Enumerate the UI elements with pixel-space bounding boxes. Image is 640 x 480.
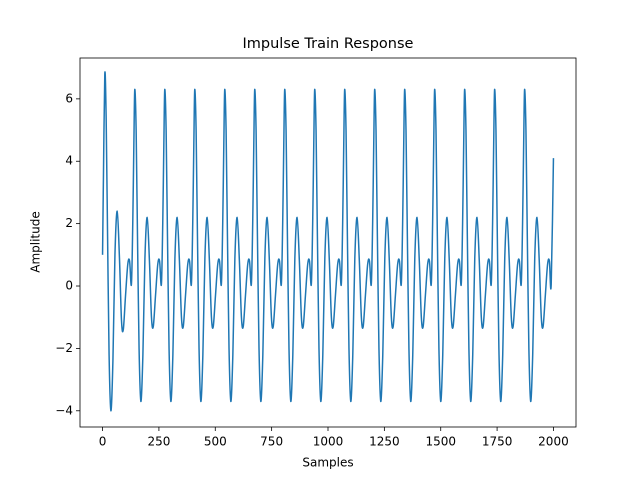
x-tick-label: 1000: [313, 435, 344, 449]
x-tick-label: 1500: [425, 435, 456, 449]
x-tick-label: 1750: [482, 435, 513, 449]
y-axis-label: Amplitude: [29, 211, 43, 273]
x-axis-label: Samples: [302, 456, 353, 470]
x-tick-label: 0: [99, 435, 107, 449]
y-tick-label: 0: [65, 279, 73, 293]
chart-title: Impulse Train Response: [243, 36, 414, 52]
x-tick-label: 750: [260, 435, 283, 449]
y-tick-label: −2: [55, 341, 73, 355]
x-tick-label: 2000: [538, 435, 569, 449]
y-tick-label: 4: [65, 154, 73, 168]
x-tick-label: 1250: [369, 435, 400, 449]
y-tick-label: 6: [65, 91, 73, 105]
plot-frame: [79, 57, 577, 428]
series-line: [101, 71, 555, 412]
y-tick-label: −4: [55, 403, 73, 417]
y-tick-label: 2: [65, 216, 73, 230]
x-tick-label: 500: [204, 435, 227, 449]
x-tick-label: 250: [147, 435, 170, 449]
